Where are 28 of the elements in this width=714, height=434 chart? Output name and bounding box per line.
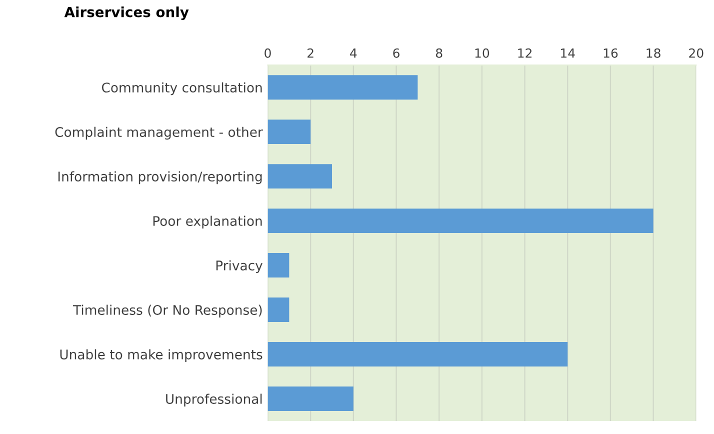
y-tick-label: Timeliness (Or No Response) xyxy=(73,304,262,318)
x-tick-label: 16 xyxy=(604,48,618,58)
bar xyxy=(268,208,654,234)
x-tick-label: 12 xyxy=(518,48,532,58)
x-tick-label: 10 xyxy=(475,48,490,58)
y-tick-label: Privacy xyxy=(216,260,262,274)
y-tick-label: Information provision/reporting xyxy=(58,171,262,184)
bar xyxy=(268,386,354,411)
x-tick-label: 20 xyxy=(689,48,704,58)
y-tick-label: Unprofessional xyxy=(166,394,262,406)
bar xyxy=(268,342,568,366)
bar xyxy=(268,120,311,144)
x-tick-label: 4 xyxy=(350,48,357,58)
y-tick-label: Unable to make improvements xyxy=(60,349,262,362)
text: Airservices only xyxy=(64,6,189,20)
y-tick-label: Poor explanation xyxy=(153,216,262,229)
bar xyxy=(268,253,290,278)
bar xyxy=(268,298,290,322)
y-tick-label: Complaint management - other xyxy=(55,126,263,140)
x-tick-label: 2 xyxy=(308,48,314,58)
y-tick-label: Community consultation xyxy=(102,82,262,96)
x-tick-label: 18 xyxy=(646,48,660,58)
x-tick-label: 6 xyxy=(393,48,400,58)
x-tick-label: 8 xyxy=(436,48,442,58)
x-tick-label: 0 xyxy=(264,48,271,58)
x-tick-label: 14 xyxy=(561,48,575,58)
bar xyxy=(268,75,418,100)
bar xyxy=(268,164,332,189)
